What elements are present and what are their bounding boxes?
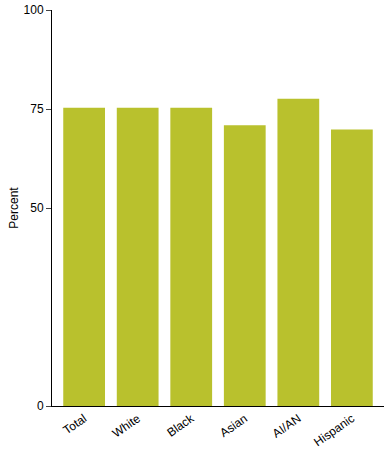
svg-text:Hispanic: Hispanic [311,411,357,449]
svg-text:50: 50 [30,201,44,215]
svg-text:White: White [110,411,143,440]
svg-text:Total: Total [60,411,89,437]
svg-text:AI/AN: AI/AN [270,411,304,440]
svg-text:Black: Black [164,411,197,440]
svg-text:100: 100 [24,3,44,17]
svg-text:0: 0 [37,399,44,413]
svg-text:Percent: Percent [7,187,21,229]
svg-text:75: 75 [30,102,44,116]
svg-text:Asian: Asian [217,411,250,440]
